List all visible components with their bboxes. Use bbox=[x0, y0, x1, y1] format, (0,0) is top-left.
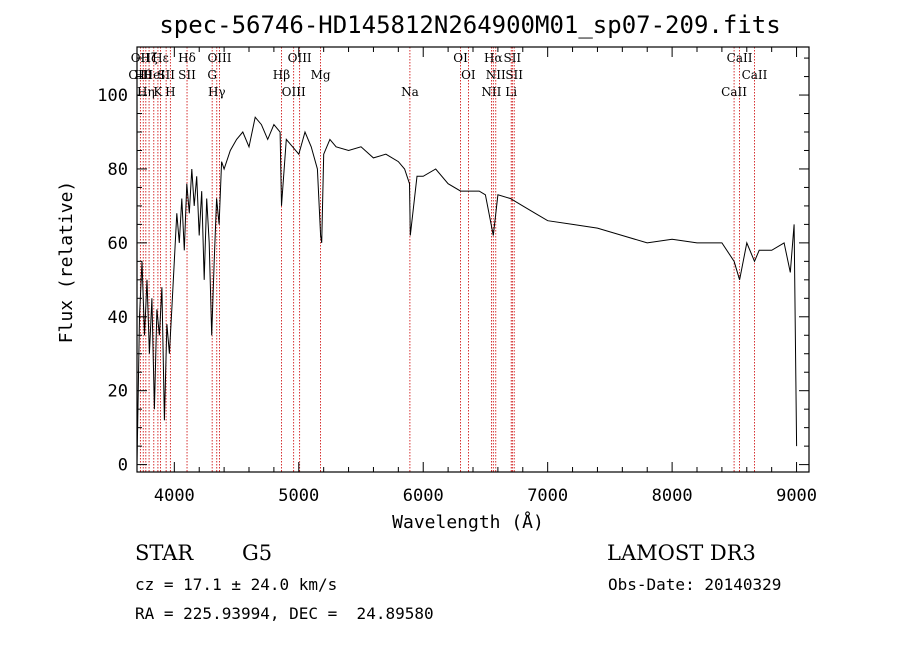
spectral-line-label: SII bbox=[503, 51, 521, 65]
x-tick-label: 4000 bbox=[154, 486, 195, 506]
spectral-line-label: Hε bbox=[152, 51, 169, 65]
spectral-line-label: K bbox=[153, 85, 163, 99]
spectral-line-label: Hη bbox=[137, 85, 155, 99]
y-tick-label: 0 bbox=[118, 456, 128, 476]
x-tick-label: 8000 bbox=[652, 486, 693, 506]
x-axis-label: Wavelength (Å) bbox=[392, 511, 544, 533]
chart-title: spec-56746-HD145812N264900M01_sp07-209.f… bbox=[159, 11, 780, 39]
spectral-line-label: Mg bbox=[311, 68, 331, 82]
spectral-line-label: SII bbox=[505, 68, 523, 82]
spectral-line-label: Hδ bbox=[178, 51, 196, 65]
x-tick-label: 7000 bbox=[527, 486, 568, 506]
x-axis-ticks: 4000 5000 6000 7000 8000 9000 bbox=[154, 47, 817, 506]
survey-name: LAMOST DR3 bbox=[607, 541, 756, 565]
spectral-line-label: OI bbox=[461, 68, 476, 82]
spectral-line-label: Hβ bbox=[273, 68, 290, 82]
y-tick-label: 100 bbox=[97, 86, 128, 106]
spectral-line-label: OIII bbox=[128, 68, 152, 82]
spectral-line-label: SII bbox=[157, 68, 175, 82]
spectral-line-label: CaII bbox=[721, 85, 747, 99]
y-axis-ticks: 0 20 40 60 80 100 bbox=[97, 57, 809, 476]
obs-date: Obs-Date: 20140329 bbox=[608, 575, 781, 594]
coordinates-text: RA = 225.93994, DEC = 24.89580 bbox=[135, 604, 434, 623]
plot-frame bbox=[136, 46, 810, 473]
object-subclass: G5 bbox=[242, 541, 272, 565]
spectral-line-label: NII bbox=[486, 68, 506, 82]
x-tick-label: 5000 bbox=[278, 486, 319, 506]
spectral-line-label: OI bbox=[453, 51, 468, 65]
spectral-line-label: Hθ bbox=[134, 68, 152, 82]
spectral-line-label: OIII bbox=[288, 51, 312, 65]
x-tick-label: 6000 bbox=[403, 486, 444, 506]
spectral-line-label: CaII bbox=[727, 51, 753, 65]
spectral-line-label: SII bbox=[178, 68, 196, 82]
y-axis-label: Flux (relative) bbox=[56, 181, 77, 344]
spectral-line-label: HeI bbox=[143, 68, 166, 82]
y-tick-label: 20 bbox=[108, 382, 128, 402]
spectral-line-label: Hα bbox=[484, 51, 503, 65]
y-tick-label: 60 bbox=[108, 234, 128, 254]
spectrum-line bbox=[136, 116, 798, 465]
spectral-line-label: CaII bbox=[742, 68, 768, 82]
spectral-line-label: G bbox=[207, 68, 217, 82]
y-tick-label: 40 bbox=[108, 308, 128, 328]
redshift-text: cz = 17.1 ± 24.0 km/s bbox=[135, 575, 337, 594]
spectral-line-label: OIII bbox=[282, 85, 306, 99]
series-layer bbox=[136, 116, 798, 465]
x-tick-label: 9000 bbox=[776, 486, 817, 506]
spectral-line-label: Li bbox=[505, 85, 517, 99]
spectral-line-label: OIII bbox=[207, 51, 231, 65]
spectral-line-label: Hζ bbox=[141, 51, 158, 65]
spectral-line-label: NII bbox=[481, 85, 501, 99]
spectral-line-label: H bbox=[165, 85, 175, 99]
spectral-line-label: Na bbox=[401, 85, 419, 99]
object-class: STAR bbox=[135, 541, 194, 565]
spectral-line-label: Hγ bbox=[208, 85, 226, 99]
spectral-line-markers bbox=[139, 47, 755, 472]
y-tick-label: 80 bbox=[108, 160, 128, 180]
